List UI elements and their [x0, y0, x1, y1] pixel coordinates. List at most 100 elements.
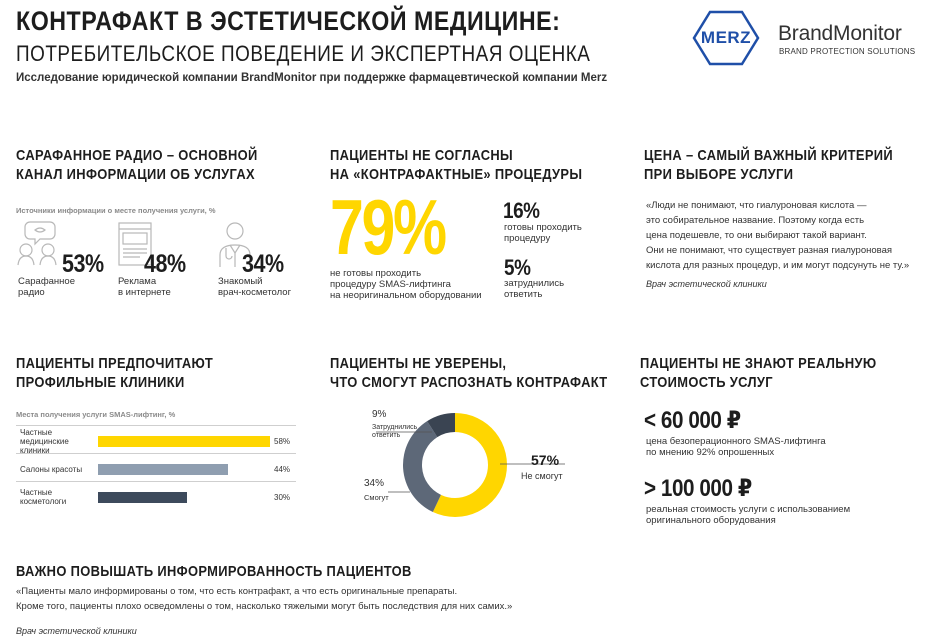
bar-category-line: Частные	[20, 427, 53, 437]
bar-category-label: Салоны красоты	[20, 465, 82, 474]
ready-value: 16%	[503, 198, 540, 223]
label-line: затруднились	[504, 278, 565, 289]
bar-category-line: клиники	[20, 445, 50, 455]
stat-internet-ad-label: Реклама в интернете	[118, 276, 171, 298]
page-subtitle: ПОТРЕБИТЕЛЬСКОЕ ПОВЕДЕНИЕ И ЭКСПЕРТНАЯ О…	[16, 41, 591, 66]
word-of-mouth-caption: Источники информации о месте получения у…	[16, 206, 216, 215]
donut-cannot-label: Не смогут	[521, 471, 563, 481]
heading-line: ПАЦИЕНТЫ НЕ УВЕРЕНЫ,	[330, 355, 507, 372]
bar	[98, 492, 187, 503]
merz-hexagon-icon	[692, 10, 760, 66]
undecided-label: затруднились ответить	[504, 278, 564, 300]
big-stat-label: не готовы проходить процедуру SMAS-лифти…	[330, 268, 482, 301]
undecided-value: 5%	[504, 255, 531, 280]
donut-slice	[403, 421, 441, 513]
label-line: на неоригинальном оборудовании	[330, 290, 482, 301]
stat-doctor-label: Знакомый врач-косметолог	[218, 276, 291, 298]
bar-row-divider	[16, 481, 296, 482]
donut-can-value: 34%	[364, 478, 385, 489]
label-line: процедуру SMAS-лифтинга	[330, 279, 451, 290]
quote-line: Кроме того, пациенты плохо осведомлены о…	[16, 601, 513, 612]
heading-line: ЦЕНА – САМЫЙ ВАЖНЫЙ КРИТЕРИЙ	[644, 147, 894, 164]
bar-row-divider	[16, 425, 296, 426]
donut-slice	[427, 413, 455, 438]
quote-line: «Пациенты мало информированы о том, что …	[16, 586, 458, 597]
brandmonitor-logo-text: BrandMonitor	[778, 22, 902, 45]
bar-value-label: 58%	[274, 437, 291, 446]
bar-row-divider	[16, 453, 296, 454]
doctor-icon	[219, 222, 251, 267]
bar-category-label: Частные медицинские клиники	[20, 428, 69, 455]
people-talking-icon	[17, 221, 57, 266]
quote-line: кислота для разных процедур, и им могут …	[646, 260, 910, 271]
label-line: Знакомый	[218, 276, 263, 287]
label-line: ответить	[372, 432, 401, 439]
recognize-donut-chart	[403, 413, 507, 517]
label-line: реальная стоимость услуги с использовани…	[646, 504, 851, 515]
page-title: КОНТРАФАКТ В ЭСТЕТИЧЕСКОЙ МЕДИЦИНЕ:	[16, 6, 561, 36]
bar-category-line: Салоны красоты	[20, 464, 83, 474]
label-line: ответить	[504, 289, 543, 300]
quote-line: «Люди не понимают, что гиалуроновая кисл…	[646, 200, 867, 211]
brandmonitor-tagline: BRAND PROTECTION SOLUTIONS	[779, 47, 916, 56]
label-line: Сарафанное	[18, 276, 75, 287]
label-line: цена безоперационного SMAS-лифтинга	[646, 436, 826, 447]
heading-line: ПАЦИЕНТЫ НЕ ЗНАЮТ РЕАЛЬНУЮ	[640, 355, 877, 372]
heading-line: НА «КОНТРАФАКТНЫЕ» ПРОЦЕДУРЫ	[330, 166, 583, 183]
label-line: в интернете	[118, 287, 171, 298]
label-line: не готовы проходить	[330, 268, 422, 279]
bar	[98, 436, 270, 447]
clinics-bar-chart: Частные медицинские клиники 58% Салоны красо…	[16, 424, 300, 514]
recognize-heading: ПАЦИЕНТЫ НЕ УВЕРЕНЫ, ЧТО СМОГУТ РАСПОЗНА…	[330, 354, 608, 392]
donut-can-label: Смогут	[364, 493, 389, 502]
price-below-label: цена безоперационного SMAS-лифтинга по м…	[646, 436, 826, 458]
big-stat-value: 79%	[330, 183, 447, 271]
quote-line: Они не понимают, что существует разная г…	[646, 245, 893, 256]
label-line: оригинального оборудования	[646, 515, 776, 526]
bar	[98, 464, 229, 475]
heading-line: ПРОФИЛЬНЫЕ КЛИНИКИ	[16, 374, 185, 391]
label-line: Реклама	[118, 276, 157, 287]
bar-category-line: Частные	[20, 488, 53, 497]
merz-logo: MERZ	[692, 10, 760, 66]
bar-category-label: Частные косметологи	[20, 488, 66, 506]
bar-category-line: медицинские	[20, 436, 69, 446]
price-quote: «Люди не понимают, что гиалуроновая кисл…	[646, 198, 909, 273]
label-line: радио	[18, 287, 45, 298]
cost-heading: ПАЦИЕНТЫ НЕ ЗНАЮТ РЕАЛЬНУЮ СТОИМОСТЬ УСЛ…	[640, 354, 877, 392]
bar-category-line: косметологи	[20, 497, 67, 506]
donut-leader-lines	[376, 431, 565, 493]
label-line: врач-косметолог	[218, 287, 292, 298]
price-heading: ЦЕНА – САМЫЙ ВАЖНЫЙ КРИТЕРИЙ ПРИ ВЫБОРЕ …	[644, 146, 893, 184]
bar-value-label: 44%	[274, 465, 291, 474]
awareness-quote: «Пациенты мало информированы о том, что …	[16, 584, 512, 614]
word-of-mouth-heading: САРАФАННОЕ РАДИО – ОСНОВНОЙ КАНАЛ ИНФОРМ…	[16, 146, 258, 184]
merz-logo-text: MERZ	[700, 28, 752, 47]
awareness-quote-author: Врач эстетической клиники	[16, 626, 137, 636]
donut-slice	[432, 413, 507, 517]
price-below-value: < 60 000 ₽	[644, 407, 741, 434]
browser-ad-icon	[118, 222, 152, 266]
donut-undecided-value: 9%	[372, 409, 387, 420]
heading-line: КАНАЛ ИНФОРМАЦИИ ОБ УСЛУГАХ	[16, 166, 255, 183]
stat-word-of-mouth-value: 53%	[62, 250, 104, 278]
label-line: по мнению 92% опрошенных	[646, 447, 775, 458]
heading-line: ПАЦИЕНТЫ НЕ СОГЛАСНЫ	[330, 147, 514, 164]
heading-line: ПРИ ВЫБОРЕ УСЛУГИ	[644, 166, 794, 183]
label-line: Затруднились	[372, 424, 418, 431]
donut-undecided-label: Затруднились ответить	[372, 424, 417, 440]
stat-internet-ad-value: 48%	[144, 250, 186, 278]
clinics-caption: Места получения услуги SMAS-лифтинг, %	[16, 410, 176, 419]
label-line: процедуру	[504, 233, 551, 244]
label-line: готовы проходить	[504, 222, 582, 233]
quote-line: это собирательное название. Поэтому когд…	[646, 215, 865, 226]
ready-label: готовы проходить процедуру	[504, 222, 582, 244]
awareness-heading: ВАЖНО ПОВЫШАТЬ ИНФОРМИРОВАННОСТЬ ПАЦИЕНТ…	[16, 563, 412, 580]
heading-line: СТОИМОСТЬ УСЛУГ	[640, 374, 773, 391]
price-quote-author: Врач эстетической клиники	[646, 279, 767, 289]
donut-cannot-value: 57%	[531, 452, 560, 468]
quote-line: цена подешевле, то они выбирают такой ва…	[646, 230, 867, 241]
stat-doctor-value: 34%	[242, 250, 284, 278]
page-description: Исследование юридической компании BrandM…	[16, 72, 608, 84]
heading-line: САРАФАННОЕ РАДИО – ОСНОВНОЙ	[16, 147, 258, 164]
